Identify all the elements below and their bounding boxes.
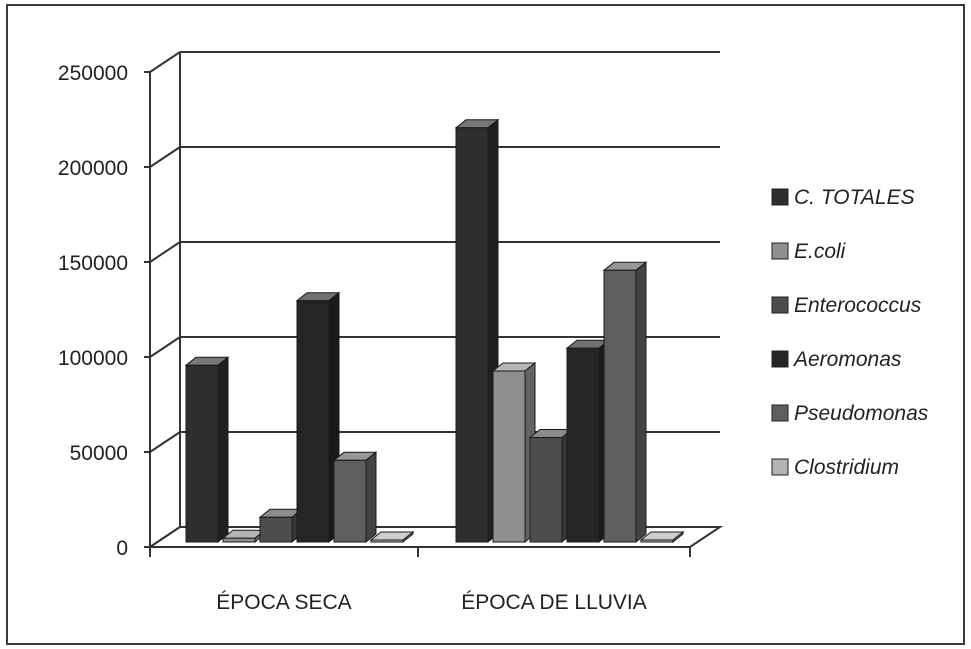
bar xyxy=(258,508,304,544)
legend-label: Aeromonas xyxy=(792,348,902,371)
bar xyxy=(369,530,415,544)
bar-front xyxy=(296,300,330,543)
bar xyxy=(332,451,378,544)
bar-front xyxy=(259,516,293,543)
bar xyxy=(491,361,537,544)
bar-front xyxy=(455,127,489,543)
legend-swatch xyxy=(771,404,789,422)
legend-swatch xyxy=(771,350,789,368)
legend-label: E.coli xyxy=(794,240,847,263)
legend-swatch xyxy=(771,188,789,206)
bar xyxy=(602,261,648,544)
bar xyxy=(295,291,341,544)
y-tick-label: 200000 xyxy=(58,157,128,180)
bar-side xyxy=(217,356,229,544)
legend-label: Enterococcus xyxy=(794,294,922,317)
gridline-depth xyxy=(149,336,181,358)
legend-label: C. TOTALES xyxy=(794,186,915,209)
x-category-label: ÉPOCA SECA xyxy=(216,591,351,614)
y-tick-label: 0 xyxy=(116,537,128,560)
bar-front xyxy=(566,347,600,543)
bar xyxy=(639,530,685,544)
y-tick-label: 250000 xyxy=(58,62,128,85)
bar-front xyxy=(603,269,637,543)
legend-swatch xyxy=(771,296,789,314)
y-tick-label: 100000 xyxy=(58,347,128,370)
bar xyxy=(454,118,500,544)
gridline-depth xyxy=(149,241,181,263)
gridline-depth xyxy=(149,51,181,73)
legend-label: Clostridium xyxy=(794,456,899,479)
bar-side xyxy=(365,451,377,544)
bar-front xyxy=(370,539,404,543)
bar xyxy=(565,339,611,544)
legend-label: Pseudomonas xyxy=(794,402,929,425)
y-tick-label: 50000 xyxy=(70,442,128,465)
legend-swatch xyxy=(771,242,789,260)
bar-front xyxy=(640,539,674,543)
legend-swatch xyxy=(771,458,789,476)
y-tick-label: 150000 xyxy=(58,252,128,275)
bar-front xyxy=(222,537,256,543)
bar-front xyxy=(529,437,563,543)
gridline-depth xyxy=(149,146,181,168)
bar-front xyxy=(185,364,219,543)
bar xyxy=(184,356,230,544)
x-category-label: ÉPOCA DE LLUVIA xyxy=(461,591,647,614)
bar-front xyxy=(492,370,526,543)
bar xyxy=(528,428,574,544)
bar-side xyxy=(635,261,647,544)
gridline-depth xyxy=(149,431,181,453)
bar-front xyxy=(333,459,367,543)
